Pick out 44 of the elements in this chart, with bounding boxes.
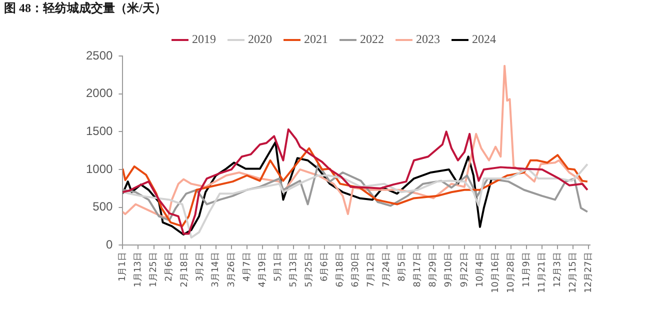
x-tick-label: 10月4日 [475, 252, 486, 288]
x-tick-label: 4月7日 [242, 252, 252, 282]
x-tick-label: 7月24日 [382, 252, 392, 288]
x-tick-label: 1月25日 [149, 252, 160, 288]
x-tick-label: 3月2日 [196, 252, 206, 282]
x-tick-label: 8月5日 [398, 252, 408, 282]
x-tick-label: 11月21日 [537, 252, 548, 293]
x-tick-label: 5月13日 [288, 252, 299, 288]
legend-label: 2022 [360, 32, 384, 46]
y-tick-label: 500 [92, 200, 114, 214]
x-tick-label: 8月17日 [413, 252, 424, 288]
x-tick-label: 6月18日 [336, 252, 346, 288]
x-tick-label: 10月16日 [490, 252, 501, 293]
x-tick-label: 10月28日 [506, 252, 516, 293]
x-tick-label: 3月14日 [211, 252, 222, 288]
x-tick-label: 5月1日 [273, 252, 284, 282]
y-tick-label: 2000 [86, 86, 114, 100]
x-tick-label: 8月29日 [428, 252, 439, 288]
chart-title: 图 48：轻纺城成交量（米/天） [4, 0, 166, 17]
x-tick-label: 12月15日 [568, 252, 579, 293]
x-tick-label: 7月12日 [366, 252, 377, 288]
x-tick-label: 6月30日 [351, 252, 362, 288]
x-tick-label: 4月19日 [258, 252, 268, 288]
legend-label: 2023 [416, 32, 440, 46]
x-tick-label: 9月10日 [444, 252, 454, 288]
y-tick-label: 2500 [86, 48, 114, 62]
x-tick-label: 9月22日 [460, 252, 470, 288]
x-tick-label: 12月27日 [584, 252, 594, 293]
y-tick-label: 0 [106, 237, 114, 252]
y-tick-label: 1500 [86, 124, 114, 138]
x-tick-label: 6月6日 [320, 252, 330, 282]
y-tick-label: 1000 [86, 162, 114, 176]
x-tick-label: 11月9日 [522, 252, 532, 288]
legend-label: 2024 [472, 32, 496, 46]
x-tick-label: 5月25日 [304, 252, 314, 288]
x-tick-label: 1月1日 [118, 252, 128, 282]
legend-label: 2020 [248, 32, 272, 46]
x-tick-label: 12月3日 [552, 252, 563, 288]
legend-label: 2021 [304, 32, 328, 46]
x-tick-label: 2月18日 [180, 252, 190, 288]
x-tick-label: 1月13日 [134, 252, 144, 288]
x-tick-label: 3月26日 [226, 252, 237, 288]
x-tick-label: 2月6日 [164, 252, 175, 282]
legend-label: 2019 [192, 32, 216, 46]
